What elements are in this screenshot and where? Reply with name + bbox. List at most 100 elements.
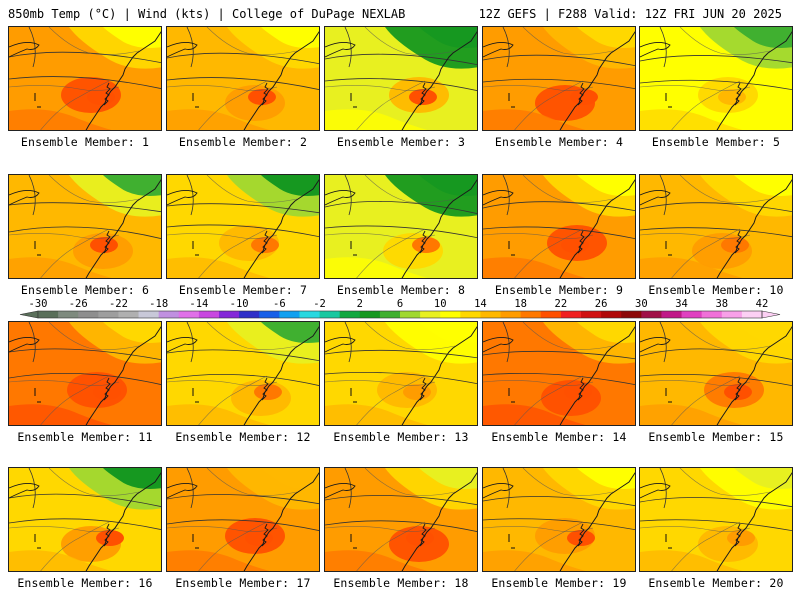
ensemble-map-panel[interactable] [482, 174, 636, 279]
temperature-field-map [640, 468, 792, 571]
temperature-field-map [640, 175, 792, 278]
ensemble-member-label: Ensemble Member: 15 [648, 430, 784, 444]
ensemble-map-panel[interactable] [8, 174, 162, 279]
temperature-field-map [483, 175, 635, 278]
ensemble-map-panel[interactable] [482, 321, 636, 426]
ensemble-map-panel[interactable] [482, 26, 636, 131]
ensemble-map-panel[interactable] [8, 467, 162, 572]
colorbar-tick-label: 42 [756, 298, 769, 310]
ensemble-member-label: Ensemble Member: 8 [336, 283, 466, 297]
colorbar-tick-label: -30 [29, 298, 48, 310]
ensemble-map-panel[interactable] [8, 26, 162, 131]
colorbar-swatch [641, 311, 662, 318]
model-run-info: 12Z GEFS | F288 Valid: 12Z FRI JUN 20 20… [478, 7, 782, 21]
map-title: 850mb Temp (°C) | Wind (kts) | College o… [8, 7, 406, 21]
ensemble-map-panel[interactable] [324, 26, 478, 131]
temperature-field-map [9, 27, 161, 130]
ensemble-map-panel[interactable] [324, 321, 478, 426]
temperature-field-map [483, 322, 635, 425]
colorbar-right-arrow [761, 310, 781, 319]
colorbar-tick-label: 2 [357, 298, 363, 310]
ensemble-member-label: Ensemble Member: 6 [20, 283, 150, 297]
temperature-field-map [167, 175, 319, 278]
colorbar-tick-label: -18 [149, 298, 168, 310]
colorbar-swatch [138, 311, 160, 318]
ensemble-map-panel[interactable] [639, 26, 793, 131]
temperature-field-map [640, 27, 792, 130]
ensemble-map-panel[interactable] [324, 467, 478, 572]
colorbar-swatch [400, 311, 421, 318]
temperature-field-map [167, 322, 319, 425]
colorbar-tick-label: 18 [514, 298, 527, 310]
temperature-field-map [483, 468, 635, 571]
colorbar-swatch [38, 311, 59, 318]
colorbar-swatch [58, 311, 79, 318]
temperature-field-map [167, 27, 319, 130]
colorbar-tick-label: -26 [69, 298, 88, 310]
colorbar-tick-label: 22 [555, 298, 568, 310]
ensemble-map-panel[interactable] [166, 26, 320, 131]
ensemble-member-label: Ensemble Member: 2 [178, 135, 308, 149]
colorbar-swatch [198, 311, 220, 318]
temperature-field-map [325, 175, 477, 278]
colorbar-tick-label: 14 [474, 298, 487, 310]
ensemble-member-label: Ensemble Member: 7 [178, 283, 308, 297]
colorbar-tick-label: 34 [675, 298, 688, 310]
ensemble-member-label: Ensemble Member: 10 [648, 283, 784, 297]
colorbar-swatch [701, 311, 723, 318]
colorbar-swatch [520, 311, 542, 318]
colorbar-tick-label: -10 [230, 298, 249, 310]
ensemble-member-label: Ensemble Member: 18 [333, 576, 469, 590]
colorbar-swatch [259, 311, 280, 318]
colorbar-swatch [359, 311, 381, 318]
colorbar-swatch [480, 311, 502, 318]
colorbar-tick-label: 6 [397, 298, 403, 310]
ensemble-member-label: Ensemble Member: 20 [648, 576, 784, 590]
colorbar-swatch [158, 311, 180, 318]
colorbar-swatch [78, 311, 99, 318]
colorbar-tick-label: 30 [635, 298, 648, 310]
temperature-field-map [9, 468, 161, 571]
colorbar-swatch [239, 311, 260, 318]
temperature-field-map [325, 27, 477, 130]
ensemble-member-label: Ensemble Member: 13 [333, 430, 469, 444]
colorbar-swatch [661, 311, 683, 318]
ensemble-map-panel[interactable] [324, 174, 478, 279]
ensemble-map-panel[interactable] [639, 467, 793, 572]
ensemble-map-panel[interactable] [639, 321, 793, 426]
colorbar-tick-label: -6 [273, 298, 286, 310]
ensemble-member-label: Ensemble Member: 5 [651, 135, 781, 149]
colorbar-swatch [420, 311, 441, 318]
colorbar-swatch [299, 311, 321, 318]
colorbar-swatch [219, 311, 240, 318]
temperature-field-map [325, 322, 477, 425]
ensemble-map-panel[interactable] [166, 467, 320, 572]
ensemble-member-label: Ensemble Member: 4 [494, 135, 624, 149]
colorbar-swatch [621, 311, 642, 318]
temperature-field-map [9, 322, 161, 425]
colorbar-swatch [721, 311, 743, 318]
ensemble-map-panel[interactable] [8, 321, 162, 426]
ensemble-map-panel[interactable] [166, 174, 320, 279]
colorbar-swatch [319, 311, 341, 318]
colorbar-swatch [279, 311, 300, 318]
colorbar-swatch [440, 311, 461, 318]
ensemble-member-label: Ensemble Member: 1 [20, 135, 150, 149]
ensemble-map-panel[interactable] [166, 321, 320, 426]
temperature-field-map [640, 322, 792, 425]
ensemble-member-label: Ensemble Member: 17 [175, 576, 311, 590]
ensemble-map-panel[interactable] [639, 174, 793, 279]
temperature-field-map [325, 468, 477, 571]
colorbar-swatch [460, 311, 481, 318]
colorbar-tick-label: -22 [109, 298, 128, 310]
temperature-colorbar: -30 -26 -22 -18 -14 -10 -6 -2 2 6 10 14 18 22 26 30 34 38… [19, 298, 781, 319]
colorbar-swatch [560, 311, 582, 318]
colorbar-left-arrow [19, 310, 39, 319]
colorbar-swatch [581, 311, 602, 318]
ensemble-map-panel[interactable] [482, 467, 636, 572]
colorbar-swatch [540, 311, 562, 318]
colorbar-swatch [681, 311, 703, 318]
ensemble-member-label: Ensemble Member: 19 [491, 576, 627, 590]
colorbar-swatch [178, 311, 200, 318]
colorbar-swatch [118, 311, 140, 318]
